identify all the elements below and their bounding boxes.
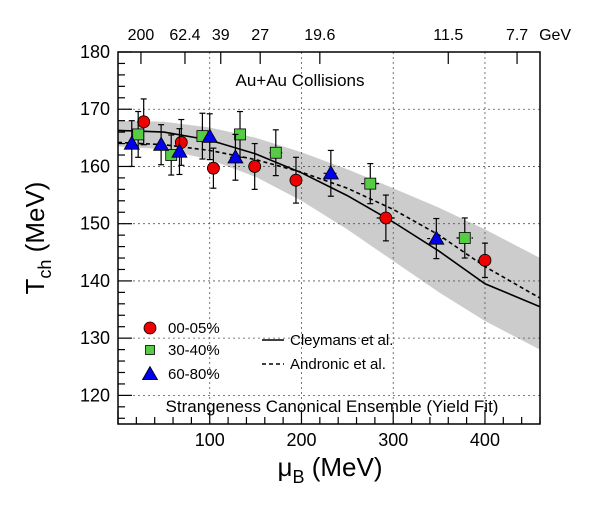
top-axis-label: 200 [128,27,155,44]
curve-1 [118,141,540,299]
legend-label: Andronic et al. [290,356,386,373]
data-point-s1-p5 [361,163,380,205]
top-axis-label: 19.6 [304,27,335,44]
axes-frame-layer [117,51,541,425]
marker-triangle [123,135,140,150]
x-tick-label: 300 [378,430,408,450]
data-point-s2-p3 [201,113,218,161]
data-points-layer [123,98,493,279]
legend-marker-circle [143,321,157,335]
annotation-ensemble: Strangeness Canonical Ensemble (Yield Fi… [166,397,499,416]
x-tick-label: 200 [286,430,316,450]
data-point-s2-p4 [227,133,244,181]
data-point-s2-p2 [171,128,188,176]
marker-triangle [227,148,244,164]
y-tick-label: 140 [80,271,110,291]
legend: 00-05% 30-40% 60-80% Cleymans et al. Androni… [141,320,393,383]
y-tick-label: 150 [80,214,110,234]
y-tick-label: 130 [80,328,110,348]
marker-circle [137,115,151,129]
marker-square [364,177,377,190]
y-tick-label: 170 [80,99,110,119]
top-axis-label: 11.5 [433,27,463,44]
y-axis-title: Tch (MeV) [20,182,55,295]
data-point-s2-p5 [322,149,340,197]
legend-label: Cleymans et al. [290,332,393,349]
x-tick-label: 400 [470,430,500,450]
legend-marker-square [145,345,155,355]
plot-frame [117,51,541,425]
legend-marker-triangle [141,365,159,381]
grid-layer [118,51,540,424]
curve-0 [118,129,540,308]
marker-square [269,146,282,159]
legend-entry-2: 60-80% [141,365,220,383]
marker-circle [478,253,492,267]
top-axis-label: 39 [212,27,230,44]
marker-square [132,128,145,141]
marker-triangle [201,128,218,143]
marker-square [458,232,471,244]
marker-triangle [322,165,340,180]
annotation-collision-system: Au+Au Collisions [236,71,365,90]
y-tick-label: 180 [80,42,110,62]
marker-triangle [171,143,188,158]
marker-triangle [428,230,445,245]
top-axis-unit: GeV [539,27,571,44]
y-tick-label: 120 [80,385,110,405]
legend-label: 00-05% [168,320,220,337]
legend-curve-0: Cleymans et al. [262,332,393,349]
marker-circle [379,211,393,225]
legend-entry-1: 30-40% [145,342,220,359]
x-axis-title: μB (MeV) [278,452,383,487]
data-point-s0-p4 [289,156,303,204]
data-point-s2-p1 [152,124,170,166]
marker-circle [207,161,220,175]
legend-label: 30-40% [168,342,220,359]
marker-circle [248,160,262,173]
marker-circle [289,173,303,187]
text-layer: 100 200 300 400 120 130 140 150 160 170 180 200 62.4… [20,27,571,487]
data-point-s0-p6 [477,242,493,279]
top-axis-label: 27 [251,27,269,44]
x-tick-label: 100 [195,430,225,450]
data-point-s0-p5 [376,194,396,242]
marker-triangle [152,136,170,151]
data-point-s0-p2 [207,147,220,189]
legend-label: 60-80% [168,366,220,383]
data-point-s1-p6 [456,217,474,259]
data-point-s0-p3 [248,142,262,190]
legend-curve-1: Andronic et al. [262,356,386,373]
legend-entry-0: 00-05% [143,320,220,337]
model-curves-layer [118,129,540,308]
top-axis-label: 7.7 [506,27,528,44]
data-point-s1-p0 [132,110,145,158]
data-point-s1-p4 [269,129,283,177]
y-tick-label: 160 [80,156,110,176]
data-point-s2-p6 [427,217,446,260]
top-axis-label: 62.4 [169,27,200,44]
